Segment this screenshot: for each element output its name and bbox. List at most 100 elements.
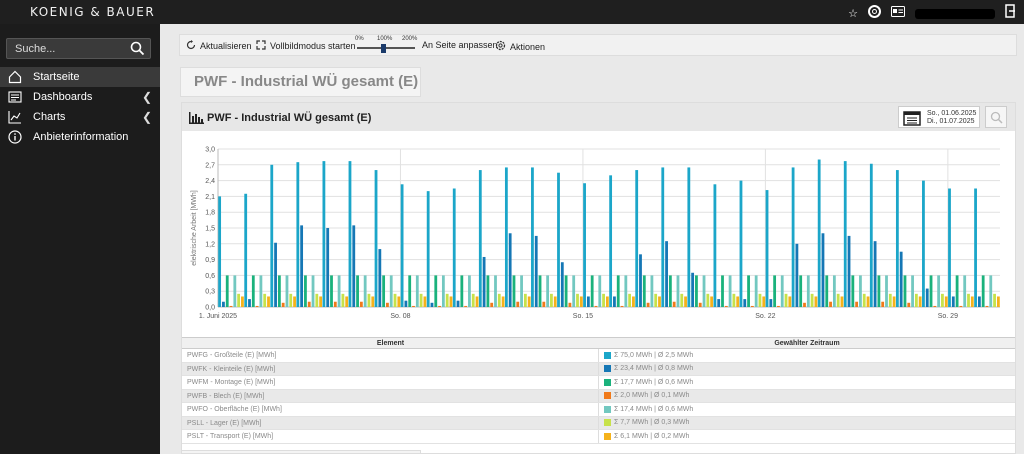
bar-pwfk bbox=[300, 225, 304, 307]
bar-pslt bbox=[293, 296, 296, 307]
zoom-thumb[interactable] bbox=[381, 44, 386, 53]
zoom-mid-label: 100% bbox=[377, 36, 393, 42]
bar-pwfg bbox=[531, 167, 534, 307]
summary-value: Σ 17,7 MWh | Ø 0,6 MWh bbox=[614, 378, 694, 386]
y-tick-label: 3,0 bbox=[205, 147, 215, 154]
star-icon[interactable]: ☆ bbox=[848, 7, 858, 20]
bar-pslt bbox=[892, 296, 896, 307]
sidebar-item-charts[interactable]: Charts ❮ bbox=[0, 107, 160, 127]
bar-pwfg bbox=[218, 196, 222, 307]
top-bar: KOENIG & BAUER ☆ bbox=[0, 0, 1024, 24]
bar-psll bbox=[706, 293, 710, 307]
bar-pwfm bbox=[721, 275, 724, 307]
zoom-track[interactable] bbox=[357, 47, 415, 49]
summary-value: Σ 2,0 MWh | Ø 0,1 MWh bbox=[614, 392, 690, 400]
bar-pwfm bbox=[929, 275, 933, 307]
bar-pwfb bbox=[412, 305, 415, 307]
bar-pwfb bbox=[464, 305, 468, 307]
element-cell: PSLT - Transport (E) [MWh] bbox=[182, 430, 599, 443]
bar-psll bbox=[237, 293, 241, 307]
help-lifebuoy-icon[interactable] bbox=[868, 4, 881, 23]
bar-psll bbox=[393, 293, 397, 307]
summary-value: Σ 17,4 MWh | Ø 0,6 MWh bbox=[614, 405, 694, 413]
bar-pwfk bbox=[248, 299, 251, 307]
bar-pwfm bbox=[225, 275, 229, 307]
fit-page-button[interactable]: An Seite anpassen bbox=[422, 40, 498, 50]
fullscreen-button[interactable]: Vollbildmodus starten bbox=[256, 40, 356, 52]
id-card-icon[interactable] bbox=[891, 5, 905, 22]
bar-pwfb bbox=[829, 301, 832, 307]
bar-psll bbox=[263, 293, 267, 307]
legend-swatch bbox=[604, 351, 611, 359]
zoom-reset-button[interactable] bbox=[985, 106, 1007, 128]
bar-pslt bbox=[840, 296, 844, 307]
bar-pwfm bbox=[616, 275, 620, 307]
bar-pwfm bbox=[460, 275, 464, 307]
date-to: Di., 01.07.2025 bbox=[927, 118, 975, 125]
magnifier-icon bbox=[990, 111, 1003, 129]
bar-psll bbox=[341, 293, 345, 307]
y-tick-label: 2,1 bbox=[205, 194, 215, 201]
bar-pwfk bbox=[743, 299, 747, 307]
sidebar: Suche... Startseite Dashboards ❮ Charts … bbox=[0, 24, 160, 454]
bar-pslt bbox=[788, 296, 792, 307]
bar-psll bbox=[810, 293, 814, 307]
bar-pslt bbox=[267, 296, 270, 307]
bar-pwfb bbox=[672, 301, 676, 307]
bar-pwfm bbox=[408, 275, 412, 307]
bar-pslt bbox=[710, 296, 714, 307]
bar-pwfo bbox=[963, 275, 967, 307]
bar-pwfb bbox=[959, 305, 963, 307]
bar-pwfm bbox=[434, 275, 438, 307]
bar-pwfm bbox=[382, 275, 386, 307]
zoom-max-label: 200% bbox=[402, 36, 418, 42]
bar-pwfg bbox=[713, 184, 717, 307]
bar-pwfg bbox=[400, 184, 404, 307]
search-input[interactable]: Suche... bbox=[6, 38, 151, 59]
zoom-slider[interactable]: 0% 100% 200% bbox=[355, 36, 417, 54]
bar-pslt bbox=[736, 296, 740, 307]
bar-pwfg bbox=[348, 161, 352, 307]
bar-pslt bbox=[319, 296, 323, 307]
bar-psll bbox=[289, 293, 293, 307]
bar-pslt bbox=[970, 296, 974, 307]
bar-pwfo bbox=[702, 275, 706, 307]
chart-icon bbox=[8, 110, 22, 124]
bar-pwfk bbox=[352, 225, 356, 307]
toolbar: Aktualisieren Vollbildmodus starten 0% 1… bbox=[179, 34, 1017, 56]
bar-pwfb bbox=[907, 302, 911, 307]
y-tick-label: 2,4 bbox=[205, 178, 215, 185]
bar-pwfg bbox=[478, 170, 482, 307]
sidebar-item-startseite[interactable]: Startseite bbox=[0, 67, 160, 87]
bar-pwfk bbox=[613, 296, 616, 307]
zoom-min-label: 0% bbox=[355, 36, 364, 42]
bar-pwfg bbox=[765, 190, 769, 307]
bar-pwfb bbox=[646, 302, 650, 307]
bar-pwfm bbox=[642, 275, 646, 307]
element-cell: PWFM - Montage (E) [MWh] bbox=[182, 376, 599, 389]
bar-pwfk bbox=[977, 296, 981, 307]
date-range-picker[interactable]: So., 01.06.2025 Di., 01.07.2025 bbox=[898, 106, 980, 128]
bar-pwfk bbox=[925, 288, 929, 307]
home-icon bbox=[8, 70, 22, 84]
bar-pwfk bbox=[665, 241, 668, 307]
chart-panel: PWF - Industrial WÜ gesamt (E) So., 01.0… bbox=[181, 102, 1016, 454]
table-row: PWFK - Kleinteile (E) [MWh] Σ 23,4 MWh | … bbox=[182, 362, 1015, 376]
sidebar-item-anbieterinformation[interactable]: Anbieterinformation bbox=[0, 127, 160, 147]
sidebar-item-dashboards[interactable]: Dashboards ❮ bbox=[0, 87, 160, 107]
bar-pwfm bbox=[955, 275, 959, 307]
bar-pwfm bbox=[590, 275, 594, 307]
bar-pwfo bbox=[363, 275, 367, 307]
bar-pwfk bbox=[769, 299, 773, 307]
bar-pwfb bbox=[307, 301, 311, 307]
bar-pwfk bbox=[691, 272, 695, 307]
bar-pwfg bbox=[270, 164, 274, 307]
search-icon[interactable] bbox=[130, 41, 145, 61]
bar-pwfg bbox=[557, 172, 560, 307]
logout-icon[interactable] bbox=[1005, 4, 1016, 23]
refresh-icon bbox=[186, 40, 196, 52]
x-tick-label: So. 08 bbox=[390, 313, 410, 320]
refresh-button[interactable]: Aktualisieren bbox=[186, 40, 252, 52]
actions-button[interactable]: Aktionen bbox=[495, 40, 545, 53]
bar-psll bbox=[419, 293, 423, 307]
